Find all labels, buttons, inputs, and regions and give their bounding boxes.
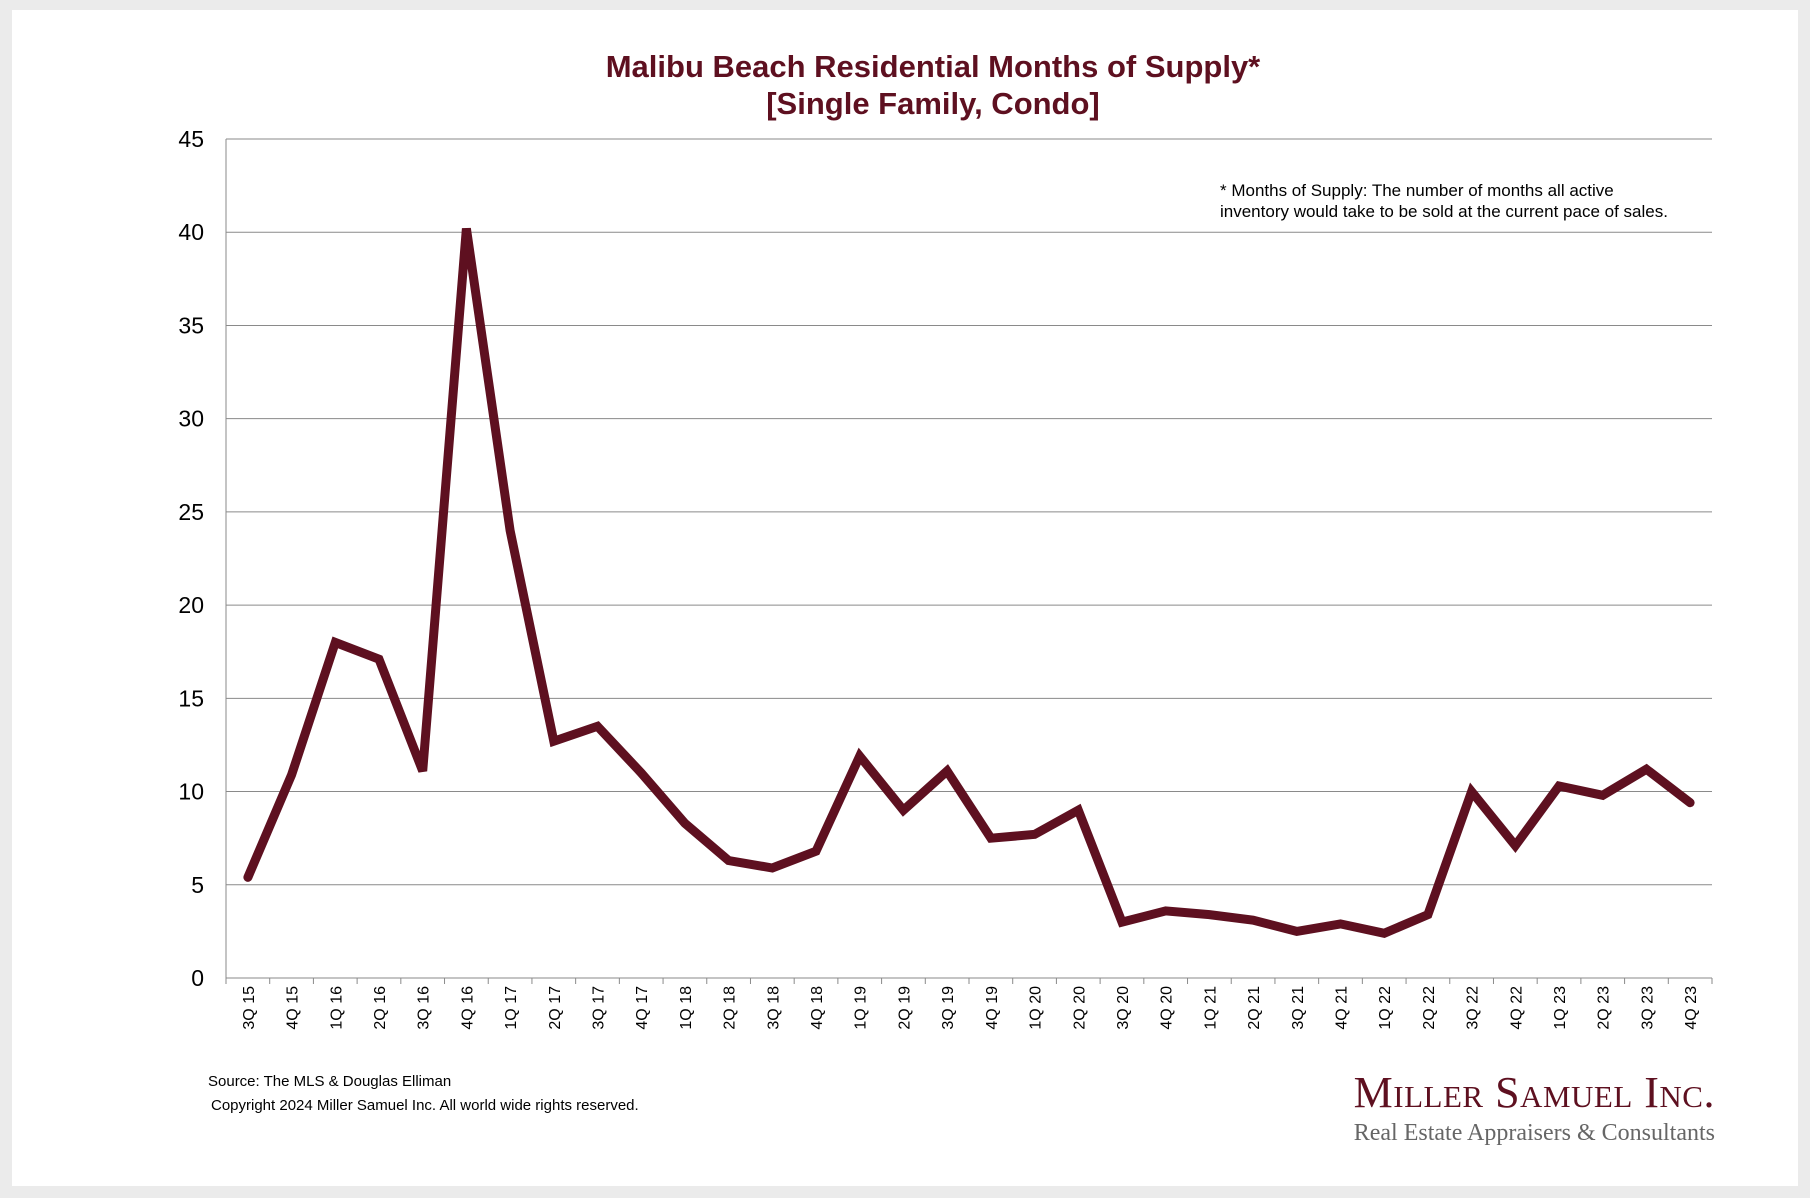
- x-tick-label: 2Q 22: [1421, 986, 1438, 1030]
- x-tick-label: 3Q 18: [765, 986, 782, 1030]
- x-tick-label: 4Q 17: [634, 986, 651, 1030]
- data-point: [728, 860, 730, 862]
- data-point: [1514, 845, 1516, 847]
- source-block: Source: The MLS & Douglas Elliman Copyri…: [208, 1070, 639, 1118]
- x-tick-label: 1Q 16: [328, 986, 345, 1030]
- x-tick-label: 2Q 18: [722, 986, 739, 1030]
- x-tick-label: 1Q 18: [678, 986, 695, 1030]
- y-tick-label: 0: [191, 965, 204, 991]
- data-point: [465, 227, 467, 229]
- data-point: [640, 772, 642, 774]
- x-tick-label: 1Q 22: [1377, 986, 1394, 1030]
- data-point: [1165, 910, 1167, 912]
- data-point: [247, 876, 249, 878]
- chart-title-line2: [Single Family, Condo]: [766, 86, 1100, 121]
- data-point: [1077, 809, 1079, 811]
- chart-title-line1: Malibu Beach Residential Months of Suppl…: [605, 49, 1261, 84]
- data-point: [422, 770, 424, 772]
- data-point: [1689, 802, 1691, 804]
- x-tick-label: 1Q 17: [503, 986, 520, 1030]
- x-tick-label: 4Q 18: [809, 986, 826, 1030]
- x-tick-label: 4Q 21: [1334, 986, 1351, 1030]
- data-point: [684, 822, 686, 824]
- x-tick-label: 1Q 20: [1028, 986, 1045, 1030]
- note-line2: inventory would take to be sold at the c…: [1220, 202, 1668, 221]
- y-tick-label: 20: [178, 592, 204, 618]
- y-tick-label: 5: [191, 872, 204, 898]
- data-point: [334, 641, 336, 643]
- company-logo: Miller Samuel Inc. Real Estate Appraiser…: [1354, 1068, 1715, 1148]
- x-tick-label: 3Q 19: [940, 986, 957, 1030]
- x-tick-label: 3Q 15: [241, 986, 258, 1030]
- x-tick-label: 2Q 23: [1596, 986, 1613, 1030]
- x-tick-label: 2Q 20: [1071, 986, 1088, 1030]
- y-tick-label: 40: [178, 219, 204, 245]
- data-point: [815, 850, 817, 852]
- data-point: [1558, 785, 1560, 787]
- x-tick-label: 3Q 23: [1639, 986, 1656, 1030]
- x-tick-label: 1Q 19: [853, 986, 870, 1030]
- logo-tagline: Real Estate Appraisers & Consultants: [1353, 1120, 1715, 1146]
- x-tick-label: 4Q 15: [285, 986, 302, 1030]
- x-tick-label: 4Q 19: [984, 986, 1001, 1030]
- x-tick-label: 2Q 19: [896, 986, 913, 1030]
- x-tick-label: 4Q 16: [459, 986, 476, 1030]
- data-point: [553, 740, 555, 742]
- data-point: [990, 837, 992, 839]
- footnote-months-of-supply: * Months of Supply: The number of months…: [1220, 180, 1740, 222]
- data-point: [1383, 932, 1385, 934]
- x-tick-label: 3Q 16: [416, 986, 433, 1030]
- y-tick-label: 25: [178, 499, 204, 525]
- data-point: [1602, 794, 1604, 796]
- y-tick-label: 15: [178, 685, 204, 711]
- data-point: [1208, 914, 1210, 916]
- source-text: Source: The MLS & Douglas Elliman: [208, 1073, 452, 1090]
- data-point: [902, 809, 904, 811]
- logo-name: Miller Samuel Inc.: [1353, 1068, 1715, 1117]
- x-tick-label: 4Q 23: [1683, 986, 1700, 1030]
- copyright-text: Copyright 2024 Miller Samuel Inc. All wo…: [211, 1097, 639, 1114]
- x-tick-label: 2Q 21: [1246, 986, 1263, 1030]
- x-tick-label: 3Q 22: [1465, 986, 1482, 1030]
- y-tick-label: 10: [178, 779, 204, 805]
- x-tick-label: 3Q 21: [1290, 986, 1307, 1030]
- data-point: [1471, 791, 1473, 793]
- x-tick-label: 1Q 23: [1552, 986, 1569, 1030]
- data-point: [859, 755, 861, 757]
- x-tick-label: 4Q 20: [1159, 986, 1176, 1030]
- data-point: [1340, 923, 1341, 925]
- data-point: [1121, 921, 1123, 923]
- data-point: [1034, 833, 1036, 835]
- data-point: [378, 658, 380, 660]
- data-point: [1296, 930, 1298, 932]
- data-point: [509, 530, 511, 532]
- note-line1: * Months of Supply: The number of months…: [1220, 181, 1614, 200]
- x-tick-label: 3Q 20: [1115, 986, 1132, 1030]
- y-tick-label: 45: [178, 126, 204, 152]
- data-point: [1645, 768, 1647, 770]
- series-line-0: [243, 227, 1695, 939]
- x-tick-label: 1Q 21: [1202, 986, 1219, 1030]
- data-point: [1252, 919, 1254, 921]
- data-point: [946, 770, 948, 772]
- x-tick-label: 2Q 16: [372, 986, 389, 1030]
- data-point: [291, 774, 293, 776]
- y-tick-label: 30: [178, 406, 204, 432]
- x-tick-label: 2Q 17: [547, 986, 564, 1030]
- x-tick-label: 3Q 17: [591, 986, 608, 1030]
- data-point: [771, 867, 773, 869]
- data-point: [1427, 914, 1429, 916]
- y-tick-label: 35: [178, 312, 204, 338]
- chart-title: Malibu Beach Residential Months of Suppl…: [0, 48, 1810, 122]
- data-point: [597, 725, 598, 727]
- chart-frame: [12, 10, 1798, 1186]
- x-tick-label: 4Q 22: [1508, 986, 1525, 1030]
